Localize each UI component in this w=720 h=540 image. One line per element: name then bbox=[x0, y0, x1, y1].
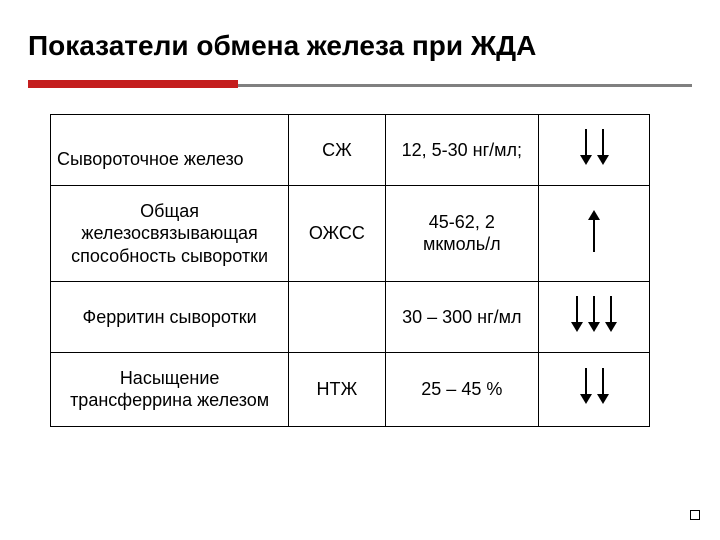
slide: Показатели обмена железа при ЖДА Сыворот… bbox=[0, 0, 720, 540]
indicator-name: Общая железосвязывающая способность сыво… bbox=[51, 185, 289, 282]
indicator-value: 30 – 300 нг/мл bbox=[385, 282, 538, 353]
arrow-down-icon bbox=[582, 368, 590, 404]
indicator-name: Насыщение трансферрина железом bbox=[51, 352, 289, 426]
iron-indicators-table: Сывороточное железо СЖ 12, 5-30 нг/мл; О… bbox=[50, 114, 650, 427]
rule-red-segment bbox=[28, 80, 238, 88]
slide-title: Показатели обмена железа при ЖДА bbox=[28, 30, 692, 62]
table-row: Общая железосвязывающая способность сыво… bbox=[51, 185, 650, 282]
table-row: Сывороточное железо СЖ 12, 5-30 нг/мл; bbox=[51, 115, 650, 186]
indicator-abbr: СЖ bbox=[289, 115, 385, 186]
table-body: Сывороточное железо СЖ 12, 5-30 нг/мл; О… bbox=[51, 115, 650, 427]
indicator-abbr: ОЖСС bbox=[289, 185, 385, 282]
indicator-value: 45-62, 2 мкмоль/л bbox=[385, 185, 538, 282]
rule-grey-segment bbox=[238, 84, 692, 87]
title-rule bbox=[28, 80, 692, 90]
indicator-value: 12, 5-30 нг/мл; bbox=[385, 115, 538, 186]
arrow-down-icon bbox=[582, 129, 590, 165]
indicator-value: 25 – 45 % bbox=[385, 352, 538, 426]
indicator-name: Ферритин сыворотки bbox=[51, 282, 289, 353]
arrow-down-icon bbox=[590, 296, 598, 332]
arrow-down-icon bbox=[599, 129, 607, 165]
arrow-down-icon bbox=[599, 368, 607, 404]
corner-square-icon bbox=[690, 510, 700, 520]
arrow-down-icon bbox=[607, 296, 615, 332]
indicator-abbr bbox=[289, 282, 385, 353]
indicator-trend bbox=[539, 282, 650, 353]
arrow-up-icon bbox=[590, 210, 598, 252]
indicator-trend bbox=[539, 115, 650, 186]
arrow-down-icon bbox=[573, 296, 581, 332]
table-row: Ферритин сыворотки 30 – 300 нг/мл bbox=[51, 282, 650, 353]
indicator-name: Сывороточное железо bbox=[51, 115, 289, 186]
indicator-abbr: НТЖ bbox=[289, 352, 385, 426]
indicator-trend bbox=[539, 185, 650, 282]
indicator-trend bbox=[539, 352, 650, 426]
table-row: Насыщение трансферрина железом НТЖ 25 – … bbox=[51, 352, 650, 426]
